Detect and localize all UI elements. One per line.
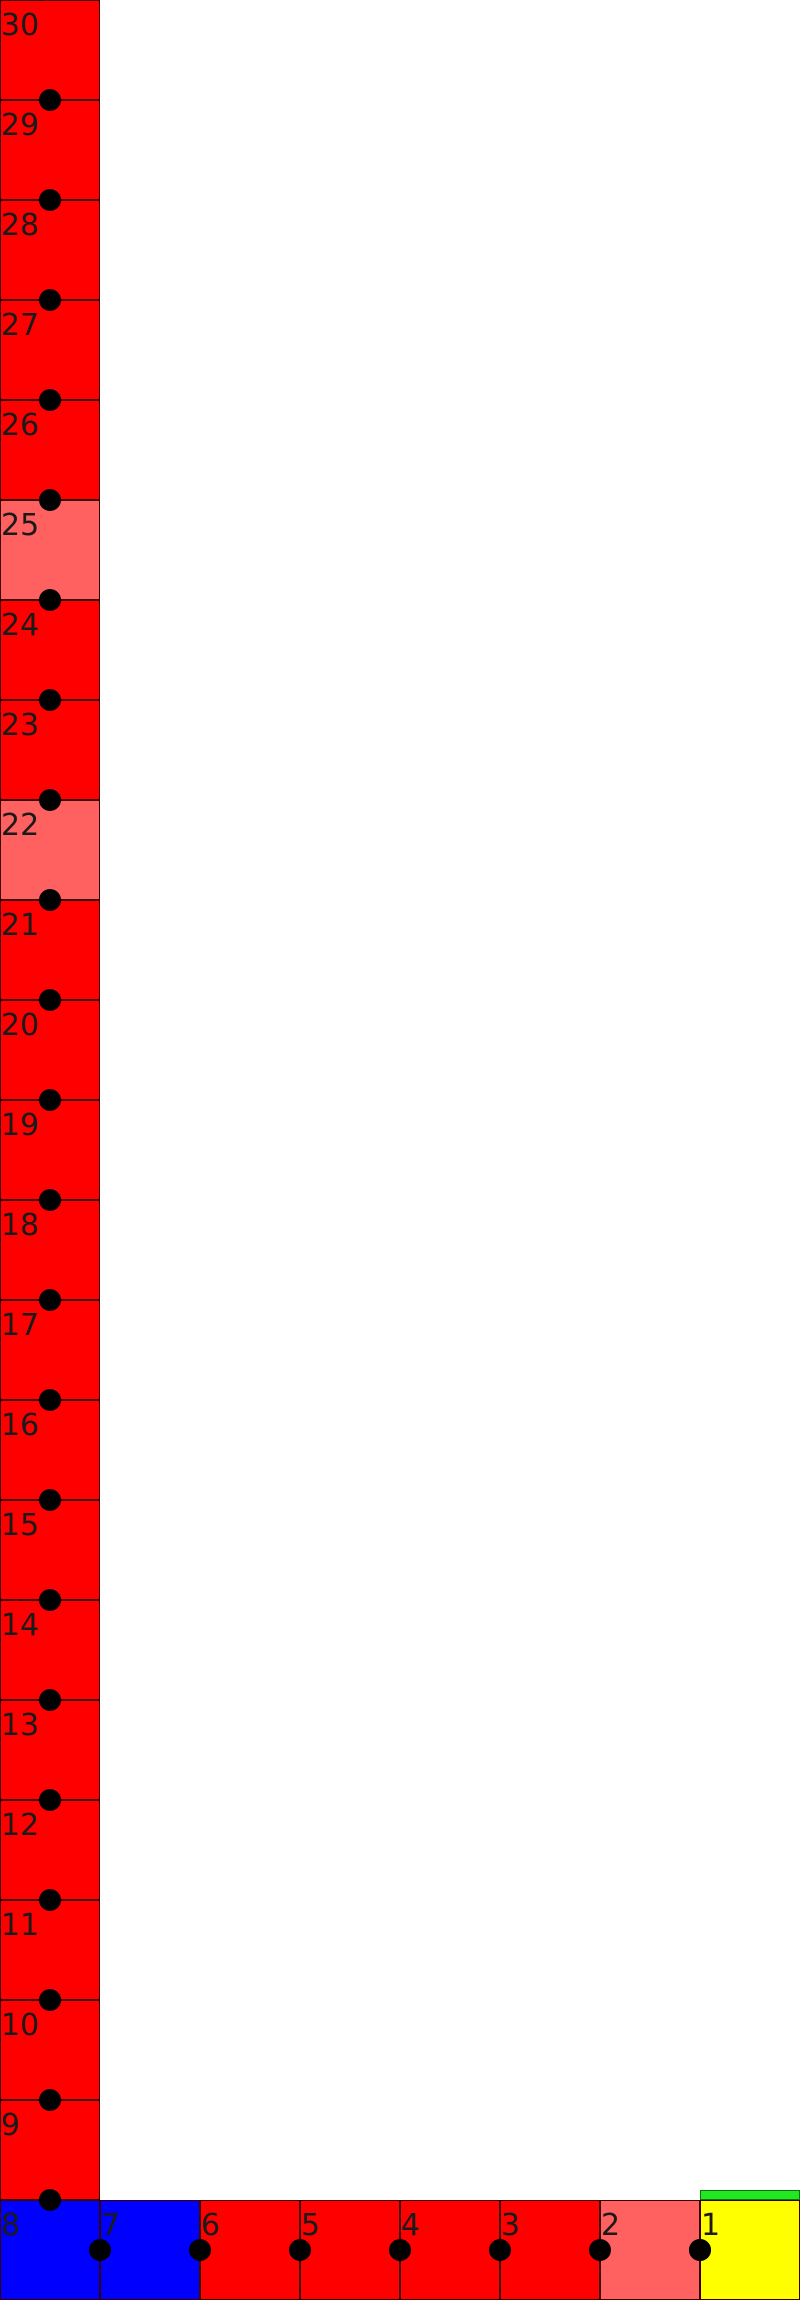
board-cell-9: 9 xyxy=(0,2100,100,2200)
board-cell-11: 11 xyxy=(0,1900,100,2000)
path-node xyxy=(39,1089,61,1111)
path-node xyxy=(189,2239,211,2261)
board-cell-2: 2 xyxy=(600,2200,700,2300)
path-node xyxy=(489,2239,511,2261)
path-node xyxy=(39,1189,61,1211)
board-cell-17: 17 xyxy=(0,1300,100,1400)
board-cell-14: 14 xyxy=(0,1600,100,1700)
path-node xyxy=(389,2239,411,2261)
board-cell-5: 5 xyxy=(300,2200,400,2300)
path-node xyxy=(39,1589,61,1611)
board-cell-22: 22 xyxy=(0,800,100,900)
cell-number: 15 xyxy=(1,1508,40,1543)
path-node xyxy=(39,2089,61,2111)
path-node xyxy=(39,989,61,1011)
board-cell-28: 28 xyxy=(0,200,100,300)
cell-number: 19 xyxy=(1,1108,40,1143)
cell-number: 16 xyxy=(1,1408,40,1443)
board-cell-19: 19 xyxy=(0,1100,100,1200)
cell-number: 3 xyxy=(501,2208,521,2243)
cell-number: 13 xyxy=(1,1708,40,1743)
path-node xyxy=(39,2189,61,2211)
board-cell-10: 10 xyxy=(0,2000,100,2100)
path-node xyxy=(39,189,61,211)
cell-number: 2 xyxy=(601,2208,621,2243)
path-node xyxy=(89,2239,111,2261)
board-cell-7: 7 xyxy=(100,2200,200,2300)
cell-number: 25 xyxy=(1,508,40,543)
board-cell-30: 30 xyxy=(0,0,100,100)
cell-number: 21 xyxy=(1,908,40,943)
cell-number: 28 xyxy=(1,208,40,243)
board-cell-26: 26 xyxy=(0,400,100,500)
cell-number: 30 xyxy=(1,8,40,43)
cell-number: 22 xyxy=(1,808,40,843)
cell-number: 7 xyxy=(101,2208,121,2243)
cell-number: 23 xyxy=(1,708,40,743)
cell-number: 17 xyxy=(1,1308,40,1343)
cell-number: 20 xyxy=(1,1008,40,1043)
board-cell-25: 25 xyxy=(0,500,100,600)
board-cell-8: 8 xyxy=(0,2200,100,2300)
board-cell-29: 29 xyxy=(0,100,100,200)
cell-number: 26 xyxy=(1,408,40,443)
board-cell-3: 3 xyxy=(500,2200,600,2300)
cell-number: 8 xyxy=(1,2208,21,2243)
path-node xyxy=(39,89,61,111)
board-cell-15: 15 xyxy=(0,1500,100,1600)
cell-number: 24 xyxy=(1,608,40,643)
start-marker-bar xyxy=(700,2190,800,2200)
path-node xyxy=(39,489,61,511)
cell-number: 1 xyxy=(701,2208,721,2243)
board-cell-6: 6 xyxy=(200,2200,300,2300)
path-node xyxy=(39,1489,61,1511)
cell-number: 11 xyxy=(1,1908,40,1943)
path-node xyxy=(39,889,61,911)
path-node xyxy=(39,1289,61,1311)
path-node xyxy=(39,1989,61,2011)
path-node xyxy=(589,2239,611,2261)
board-cell-21: 21 xyxy=(0,900,100,1000)
cell-number: 6 xyxy=(201,2208,221,2243)
board-cell-23: 23 xyxy=(0,700,100,800)
path-node xyxy=(39,1789,61,1811)
cell-number: 12 xyxy=(1,1808,40,1843)
cell-number: 5 xyxy=(301,2208,321,2243)
path-node xyxy=(39,1889,61,1911)
path-node xyxy=(39,1689,61,1711)
cell-number: 10 xyxy=(1,2008,40,2043)
cell-number: 14 xyxy=(1,1608,40,1643)
board-cell-12: 12 xyxy=(0,1800,100,1900)
board-cell-13: 13 xyxy=(0,1700,100,1800)
board-cell-1: 1 xyxy=(700,2200,800,2300)
cell-number: 29 xyxy=(1,108,40,143)
board-cell-18: 18 xyxy=(0,1200,100,1300)
board-cell-16: 16 xyxy=(0,1400,100,1500)
path-node xyxy=(39,589,61,611)
cell-number: 4 xyxy=(401,2208,421,2243)
board-cell-20: 20 xyxy=(0,1000,100,1100)
board-cell-4: 4 xyxy=(400,2200,500,2300)
cell-number: 27 xyxy=(1,308,40,343)
path-node xyxy=(39,389,61,411)
path-node xyxy=(39,1389,61,1411)
path-node xyxy=(39,689,61,711)
board-cell-24: 24 xyxy=(0,600,100,700)
path-node xyxy=(689,2239,711,2261)
cell-number: 18 xyxy=(1,1208,40,1243)
board-cell-27: 27 xyxy=(0,300,100,400)
cell-number: 9 xyxy=(1,2108,21,2143)
path-node xyxy=(39,789,61,811)
path-node xyxy=(289,2239,311,2261)
path-node xyxy=(39,289,61,311)
